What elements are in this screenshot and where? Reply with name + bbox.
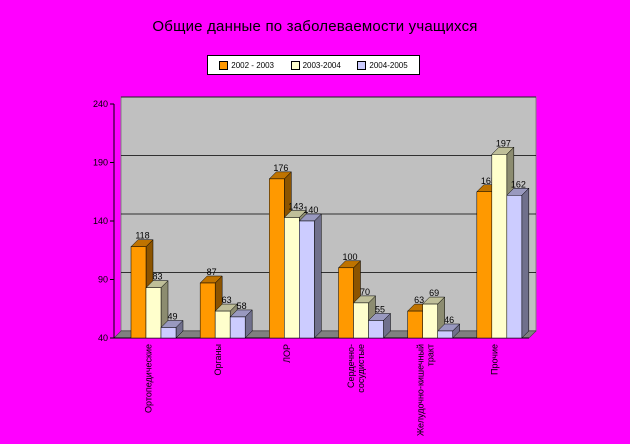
bar-side-s3-c3 (314, 213, 322, 339)
bar-s3-c2 (229, 316, 246, 339)
y-tick-label-40: 40 (98, 333, 108, 343)
bar-side-s3-c6 (521, 187, 530, 339)
data-label-s3-c2: 58 (237, 301, 247, 311)
data-label-s2-c2: 63 (222, 295, 232, 305)
y-tick-label-190: 190 (93, 158, 108, 168)
bar-s1-c3 (269, 178, 285, 339)
y-tick-label-240: 240 (93, 99, 108, 109)
bar-s2-c1 (145, 287, 162, 339)
data-label-s2-c6: 197 (496, 138, 511, 148)
x-tick-label-2: Органы (213, 344, 223, 376)
data-label-s1-c5: 63 (414, 295, 424, 305)
bar-s3-c3 (299, 220, 315, 339)
bar-s2-c4 (353, 302, 369, 339)
x-tick-label-5: Желудочно-кишечныйтракт (415, 344, 435, 436)
legend: 2002 - 2003 2003-2004 2004-2005 (207, 55, 420, 75)
legend-swatch-series-3 (357, 60, 367, 70)
legend-label-series-1: 2002 - 2003 (231, 60, 274, 70)
bar-s1-c2 (199, 282, 216, 339)
data-label-s2-c5: 69 (429, 288, 439, 298)
x-tick-label-4: Сердечно-сосудистые (346, 344, 366, 393)
bar-s2-c2 (214, 310, 231, 339)
legend-label-series-2: 2003-2004 (302, 60, 341, 70)
data-label-s3-c5: 46 (444, 315, 454, 325)
data-label-s1-c2: 87 (207, 267, 217, 277)
chart-title: Общие данные по заболеваемости учащихся (152, 18, 478, 35)
bar-s1-c4 (338, 267, 354, 339)
x-tick-label-1: Ортопедические (144, 344, 154, 413)
data-label-s1-c4: 100 (342, 252, 357, 262)
bar-s1-c1 (130, 246, 147, 339)
data-label-s1-c1: 118 (135, 231, 149, 241)
bar-s1-c5 (407, 310, 423, 339)
legend-label-series-3: 2004-2005 (369, 60, 408, 70)
bar-s3-c5 (437, 330, 453, 339)
bar-s1-c6 (476, 191, 493, 339)
data-label-s1-c6: 165 (481, 176, 496, 186)
bar-s2-c3 (284, 217, 300, 339)
bar-s3-c6 (506, 195, 523, 339)
x-tick-label-6: Прочие (489, 344, 499, 375)
legend-item-series-2: 2003-2004 (290, 60, 341, 70)
bar-s3-c4 (368, 320, 384, 339)
x-tick-label-3: ЛОР (282, 344, 292, 363)
legend-swatch-series-2 (290, 60, 300, 70)
data-label-s3-c6: 162 (511, 179, 526, 189)
data-label-s1-c3: 176 (273, 163, 288, 173)
data-label-s2-c1: 83 (152, 272, 162, 282)
y-tick-label-90: 90 (98, 275, 108, 285)
data-label-s3-c1: 49 (167, 311, 177, 321)
legend-item-series-1: 2002 - 2003 (219, 60, 274, 70)
data-label-s3-c4: 55 (375, 304, 385, 314)
data-label-s2-c3: 143 (288, 201, 303, 211)
bar-s2-c6 (491, 154, 508, 339)
bar-s3-c1 (160, 327, 177, 339)
bar-s2-c5 (422, 303, 438, 339)
y-tick-label-140: 140 (93, 216, 108, 226)
legend-swatch-series-1 (219, 60, 229, 70)
data-label-s3-c3: 140 (303, 205, 318, 215)
data-label-s2-c4: 70 (360, 287, 370, 297)
legend-item-series-3: 2004-2005 (357, 60, 408, 70)
